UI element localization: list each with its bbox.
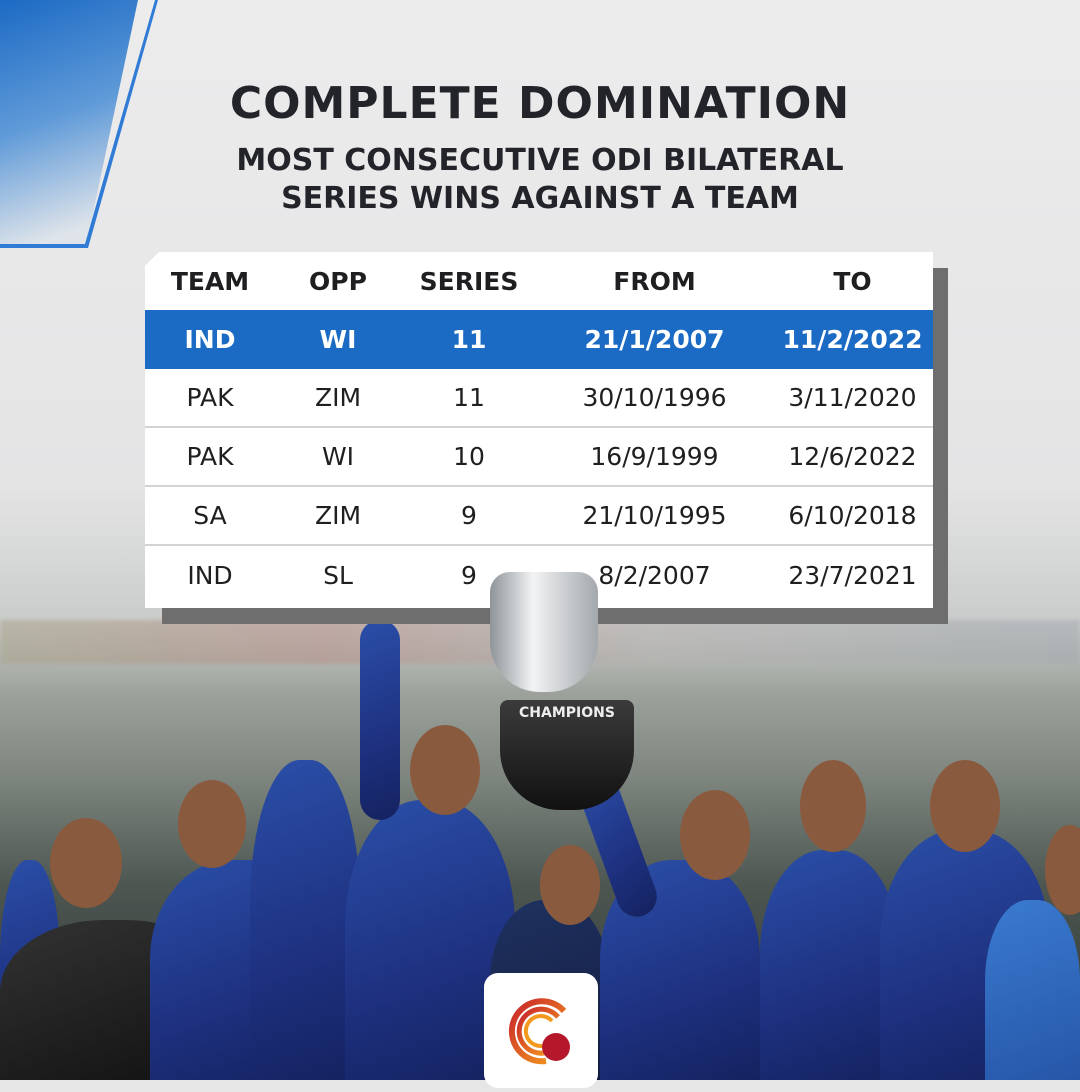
cell-to: 3/11/2020 <box>788 383 917 412</box>
cell-opp: WI <box>319 325 357 354</box>
cell-from: 30/10/1996 <box>582 383 727 412</box>
table-row: IND SL 9 8/2/2007 23/7/2021 <box>145 546 933 605</box>
cell-series: 10 <box>453 442 485 471</box>
cell-series: 11 <box>453 383 485 412</box>
cell-team: IND <box>184 325 236 354</box>
table-row: IND WI 11 21/1/2007 11/2/2022 <box>145 310 933 369</box>
cell-from: 8/2/2007 <box>598 561 711 590</box>
cell-from: 21/10/1995 <box>582 501 727 530</box>
cricket-logo-icon <box>508 998 570 1065</box>
stats-table: TEAM OPP SERIES FROM TO IND WI 11 21/1/2… <box>145 252 933 608</box>
trophy-label: CHAMPIONS <box>519 705 615 721</box>
trophy-icon <box>490 572 598 692</box>
cell-team: IND <box>187 561 233 590</box>
cell-team: PAK <box>186 383 234 412</box>
cell-team: PAK <box>186 442 234 471</box>
subtitle-line-1: MOST CONSECUTIVE ODI BILATERAL <box>236 143 844 178</box>
cell-opp: ZIM <box>314 383 362 412</box>
page-title: COMPLETE DOMINATION <box>229 78 851 129</box>
cell-series: 9 <box>461 501 477 530</box>
header-series: SERIES <box>419 266 519 296</box>
table-row: PAK WI 10 16/9/1999 12/6/2022 <box>145 428 933 487</box>
cell-to: 23/7/2021 <box>788 561 917 590</box>
header-team: TEAM <box>170 266 250 296</box>
table-row: PAK ZIM 11 30/10/1996 3/11/2020 <box>145 369 933 428</box>
table-row: SA ZIM 9 21/10/1995 6/10/2018 <box>145 487 933 546</box>
table-header: TEAM OPP SERIES FROM TO <box>145 252 933 310</box>
header-opp: OPP <box>309 266 367 296</box>
cell-to: 6/10/2018 <box>788 501 917 530</box>
cell-from: 21/1/2007 <box>584 325 725 354</box>
cell-series: 11 <box>451 325 487 354</box>
cell-series: 9 <box>461 561 477 590</box>
brand-logo <box>484 973 598 1088</box>
cell-from: 16/9/1999 <box>590 442 719 471</box>
page-subtitle: MOST CONSECUTIVE ODI BILATERAL SERIES WI… <box>0 142 1080 218</box>
cell-to: 11/2/2022 <box>782 325 923 354</box>
header-to: TO <box>833 266 872 296</box>
cell-opp: SL <box>323 561 353 590</box>
header-from: FROM <box>613 266 696 296</box>
cell-opp: WI <box>321 442 355 471</box>
cell-team: SA <box>193 501 227 530</box>
cell-to: 12/6/2022 <box>788 442 917 471</box>
subtitle-line-2: SERIES WINS AGAINST A TEAM <box>281 181 799 216</box>
cell-opp: ZIM <box>314 501 362 530</box>
trophy-base <box>500 700 634 810</box>
